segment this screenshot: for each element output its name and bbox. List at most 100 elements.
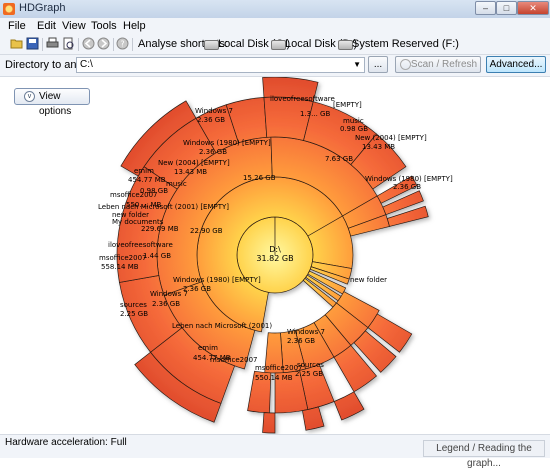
print-icon[interactable] <box>46 37 59 50</box>
back-icon[interactable] <box>82 37 95 50</box>
folder-size: 550.14 MB <box>255 374 293 382</box>
folder-size: 2.36 GB <box>287 337 315 345</box>
folder-size: 2.36 GB <box>152 300 180 308</box>
folder-label: Windows 7 <box>195 107 233 115</box>
center-name: D:\ <box>269 245 281 254</box>
toolbar-separator <box>78 38 79 51</box>
folder-segment[interactable] <box>274 370 309 414</box>
folder-segment[interactable] <box>302 406 325 431</box>
window-title: HDGraph <box>19 2 66 14</box>
view-options-label: View options <box>39 91 72 117</box>
scan-refresh-button[interactable]: Scan / Refresh <box>395 56 481 73</box>
folder-label: Leben nach Microsoft (2001) [EMPTY] <box>98 203 229 211</box>
menu-tools[interactable]: Tools <box>91 20 117 32</box>
drive-f-icon <box>338 40 353 50</box>
hardware-acceleration-status: Hardware acceleration: Full <box>5 437 127 448</box>
folder-segment[interactable] <box>353 330 397 373</box>
folder-size: 13.43 MB <box>174 168 207 176</box>
folder-segment[interactable] <box>120 100 197 177</box>
folder-segment[interactable] <box>247 370 272 414</box>
folder-label: new folder <box>350 276 387 284</box>
folder-label: Windows (1980) [EMPTY] <box>173 276 261 284</box>
folder-label: 22.90 GB <box>190 227 223 235</box>
menu-edit[interactable]: Edit <box>37 20 56 32</box>
folder-label: msoffice2007 <box>210 356 258 364</box>
folder-label: My documents <box>112 218 164 226</box>
folder-label: music <box>343 117 364 125</box>
folder-segment[interactable] <box>382 190 424 216</box>
folder-size: 0.98 GB <box>340 125 368 133</box>
folder-label: msoffice2007 <box>110 191 158 199</box>
folder-size: 2.36 GB <box>199 148 227 156</box>
folder-size: 550.... MB <box>126 201 162 209</box>
folder-label: Windows (1980) [EMPTY] <box>365 175 453 183</box>
disk-usage-sunburst[interactable]: D:\ 31.82 GB Windows 7 2.36 GB iloveofre… <box>0 77 550 434</box>
folder-size: 0.98 GB <box>140 187 168 195</box>
folder-segment[interactable] <box>333 391 365 421</box>
view-options-button[interactable]: v View options <box>14 88 90 117</box>
folder-size: 558.14 MB <box>101 263 139 271</box>
folder-segment[interactable] <box>262 412 276 434</box>
drive-f-shortcut[interactable]: System Reserved (F:) <box>352 38 459 50</box>
folder-label: music <box>166 180 187 188</box>
folder-label: iloveofreesoftware <box>108 241 173 249</box>
folder-label: iloveofreesoftware <box>270 95 335 103</box>
close-button[interactable]: ✕ <box>517 1 549 15</box>
legend-button[interactable]: Legend / Reading the graph... <box>423 440 545 469</box>
drive-c-icon <box>204 40 219 50</box>
toolbar-separator <box>113 38 114 51</box>
forward-icon[interactable] <box>97 37 110 50</box>
graph-labels: D:\ 31.82 GB Windows 7 2.36 GB iloveofre… <box>98 95 453 382</box>
drive-d-icon <box>271 40 286 50</box>
folder-label: [EMPTY] <box>333 101 362 109</box>
folder-label: emim <box>134 167 154 175</box>
folder-segment[interactable] <box>333 344 378 393</box>
title-bar: HDGraph – □ ✕ <box>0 0 550 18</box>
folder-label: Windows 7 <box>287 328 325 336</box>
folder-segment[interactable] <box>386 205 429 227</box>
svg-text:?: ? <box>120 40 124 49</box>
folder-size: 2.25 GB <box>120 310 148 318</box>
folder-label: 7.63 GB <box>325 155 353 163</box>
advanced-button[interactable]: Advanced... <box>486 56 546 73</box>
graph-area[interactable]: v View options D:\ 31.82 GB Windows 7 2.… <box>0 77 550 434</box>
app-icon <box>3 3 15 15</box>
save-icon[interactable] <box>26 37 39 50</box>
folder-segment[interactable] <box>367 313 413 353</box>
folder-label: sources <box>297 361 324 369</box>
browse-button[interactable]: ... <box>368 56 388 73</box>
folder-size: 229.69 MB <box>141 225 179 233</box>
chevron-down-icon: v <box>24 91 35 102</box>
maximize-button[interactable]: □ <box>496 1 517 15</box>
folder-label: New (2004) [EMPTY] <box>158 159 230 167</box>
folder-segment[interactable] <box>134 351 222 423</box>
minimize-button[interactable]: – <box>475 1 496 15</box>
open-folder-icon[interactable] <box>10 37 23 50</box>
menu-view[interactable]: View <box>62 20 86 32</box>
chevron-down-icon[interactable]: ▼ <box>353 60 361 69</box>
toolbar-separator <box>42 38 43 51</box>
folder-label: Leben nach Microsoft (2001) <box>172 322 272 330</box>
toolbar: ? Analyse shortcuts: Local Disk (C:) Loc… <box>0 34 550 55</box>
folder-segment[interactable] <box>309 266 350 285</box>
folder-size: 454.77 MB <box>128 176 166 184</box>
folder-size: 2.36 GB <box>393 183 421 191</box>
folder-size: 13.43 MB <box>362 143 395 151</box>
folder-label: sources <box>120 301 147 309</box>
folder-label: msoffice2007 <box>255 364 303 372</box>
directory-combobox[interactable]: C:\ ▼ <box>76 57 365 73</box>
folder-label: Windows 7 <box>150 290 188 298</box>
center-size: 31.82 GB <box>256 254 293 263</box>
print-preview-icon[interactable] <box>62 37 75 50</box>
help-icon[interactable]: ? <box>116 37 129 50</box>
menu-help[interactable]: Help <box>123 20 146 32</box>
folder-label: 15.26 GB <box>243 174 276 182</box>
folder-segment[interactable] <box>307 270 347 295</box>
toolbar-separator <box>132 38 133 51</box>
folder-segment[interactable] <box>262 77 319 103</box>
folder-size: 454.77 MB <box>193 354 231 362</box>
folder-segment[interactable] <box>376 175 418 204</box>
folder-segment[interactable] <box>350 133 407 190</box>
folder-label: new folder <box>112 211 149 219</box>
menu-file[interactable]: File <box>8 20 26 32</box>
